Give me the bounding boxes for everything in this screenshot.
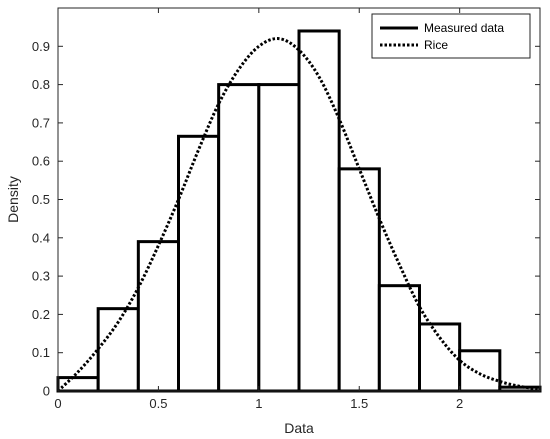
x-tick-label: 1 xyxy=(255,396,262,411)
y-tick-label: 0.7 xyxy=(32,115,50,130)
legend-label-measured-data: Measured data xyxy=(424,21,504,35)
x-tick-label: 1.5 xyxy=(350,396,368,411)
y-tick-label: 0.2 xyxy=(32,307,50,322)
histogram-bar xyxy=(177,134,221,393)
histogram-bar xyxy=(458,349,502,393)
legend: Measured data Rice xyxy=(371,13,531,59)
histogram-bar xyxy=(217,83,261,393)
y-tick-label: 0.5 xyxy=(32,192,50,207)
x-axis-ticks: 0 0.5 1 1.5 2 xyxy=(54,8,463,411)
histogram-bar xyxy=(297,29,341,393)
histogram-bar xyxy=(377,284,422,393)
histogram-bar xyxy=(498,385,542,393)
y-tick-label: 0.1 xyxy=(32,345,50,360)
y-tick-label: 0.9 xyxy=(32,39,50,54)
legend-label-rice: Rice xyxy=(424,38,448,52)
y-axis-ticks: 0 0.1 0.2 0.3 0.4 0.5 0.6 0.7 0.8 0.9 xyxy=(32,39,540,399)
y-tick-label: 0.6 xyxy=(32,154,50,169)
histogram-bar xyxy=(257,83,301,393)
y-tick-label: 0.4 xyxy=(32,230,50,245)
rice-curve xyxy=(56,37,541,393)
rice-curve-layer xyxy=(56,37,541,393)
histogram-bars xyxy=(56,29,542,393)
y-tick-label: 0.3 xyxy=(32,269,50,284)
x-axis-label: Data xyxy=(284,420,314,436)
y-axis-label: Density xyxy=(5,176,21,223)
y-tick-label: 0.8 xyxy=(32,77,50,92)
histogram-bar xyxy=(96,307,140,393)
histogram-bar xyxy=(136,240,180,393)
histogram-bar xyxy=(418,322,462,393)
legend-box xyxy=(371,13,531,59)
x-tick-label: 2 xyxy=(456,396,463,411)
x-tick-label: 0 xyxy=(54,396,61,411)
x-tick-label: 0.5 xyxy=(149,396,167,411)
y-tick-label: 0 xyxy=(43,384,50,399)
